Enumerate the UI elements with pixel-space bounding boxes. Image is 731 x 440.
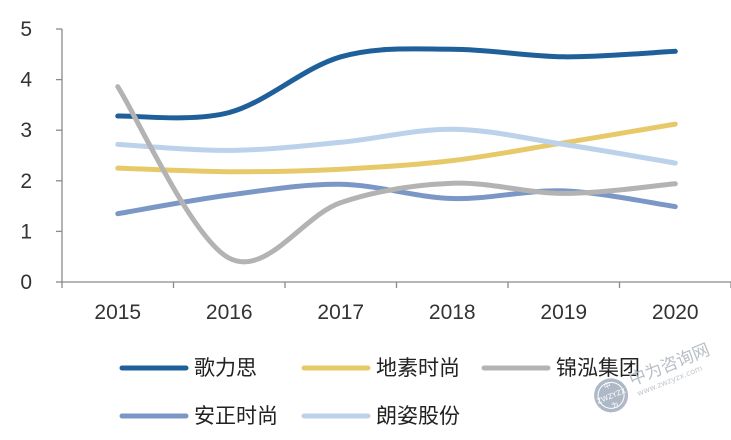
x-tick-label: 2017 (317, 301, 364, 324)
legend-label: 地素时尚 (376, 356, 460, 380)
x-axis-ticks: 2015 2016 2017 2018 2019 2020 (61, 282, 731, 324)
legend-label: 锦泓集团 (556, 356, 640, 380)
series-line-5 (115, 126, 678, 166)
y-tick-label: 0 (20, 271, 32, 294)
legend-label: 朗姿股份 (376, 404, 460, 428)
series-line-3 (115, 84, 678, 265)
series-line-2 (115, 121, 678, 175)
y-axis-ticks: 0 1 2 3 4 5 (20, 18, 62, 294)
x-tick-label: 2020 (652, 301, 699, 324)
y-tick-label: 3 (20, 119, 32, 142)
x-tick-label: 2019 (540, 301, 587, 324)
x-tick-label: 2018 (429, 301, 476, 324)
y-tick-label: 4 (20, 69, 32, 92)
y-tick-label: 2 (20, 170, 32, 193)
x-tick-label: 2015 (94, 301, 141, 324)
y-tick-label: 1 (20, 220, 32, 243)
watermark-badge-bottom: 为 (610, 400, 620, 411)
x-tick-label: 2016 (206, 301, 253, 324)
watermark-badge (594, 378, 629, 413)
y-tick-label: 5 (20, 18, 32, 41)
watermark-badge-top: 中 (602, 380, 612, 391)
series-lines (115, 46, 678, 265)
legend-label: 歌力思 (194, 356, 257, 380)
series-line-1 (115, 46, 678, 121)
legend-label: 安正时尚 (194, 404, 278, 428)
